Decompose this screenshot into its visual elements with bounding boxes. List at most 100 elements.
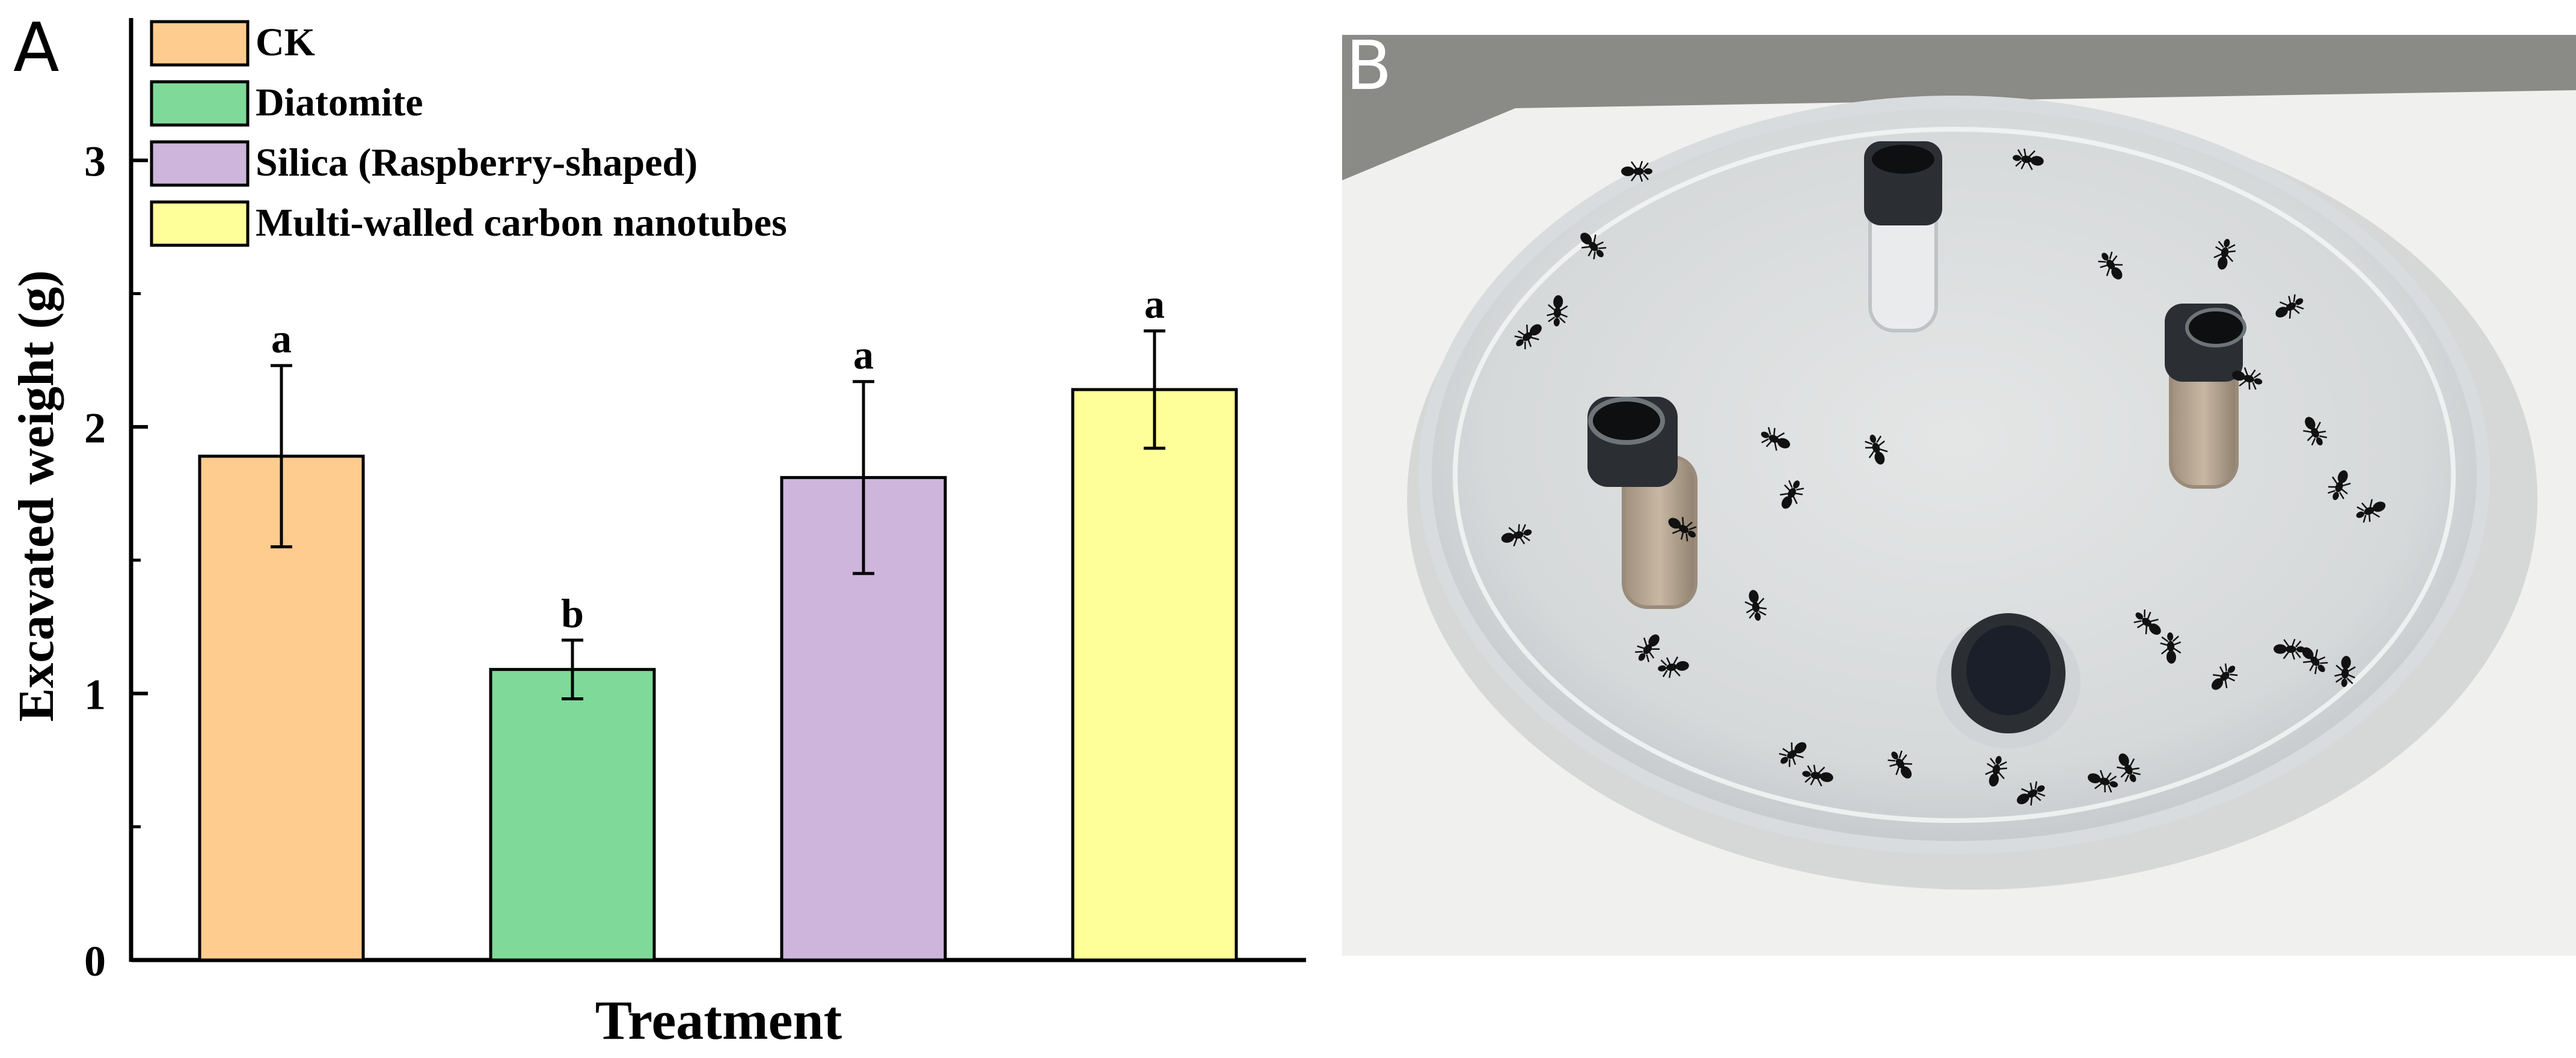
ant: [2017, 781, 2046, 806]
ant-head: [1644, 168, 1652, 174]
ant-legs: [2098, 251, 2123, 277]
ant-body: [1768, 435, 1779, 443]
tube-bottom-opening: [1966, 625, 2050, 715]
ant-body: [1992, 764, 2001, 775]
ant-head: [2037, 785, 2045, 792]
bar: [1071, 388, 1238, 962]
ant-body: [2286, 645, 2296, 653]
ant-legs: [1581, 234, 1607, 260]
ant-legs: [2303, 421, 2327, 446]
ant-head: [2332, 492, 2339, 500]
ant-body: [1513, 531, 1524, 539]
ant-head: [2013, 154, 2022, 161]
panel-a-letter: A: [13, 9, 60, 87]
bars: [198, 388, 1238, 962]
ant: [1514, 324, 1542, 349]
ant-head: [1638, 653, 1646, 661]
ant-abdomen: [2017, 794, 2029, 804]
ant-head: [2228, 665, 2236, 673]
ant-head: [1780, 757, 1788, 764]
ant-head: [2317, 664, 2325, 673]
ant-abdomen: [2088, 773, 2101, 784]
ant-legs: [1514, 324, 1539, 349]
legend-swatch: [150, 20, 250, 67]
ant-abdomen: [1553, 295, 1563, 309]
ant-body: [2167, 641, 2175, 652]
ant-abdomen: [2337, 470, 2348, 483]
ant-legs: [2094, 769, 2117, 793]
legend-swatch: [150, 200, 250, 247]
ant: [2211, 663, 2238, 690]
ant: [2334, 656, 2356, 687]
ant-abdomen: [1648, 634, 1660, 647]
ant-abdomen: [1501, 533, 1515, 543]
ant-abdomen: [1989, 773, 1999, 787]
ant-legs: [1660, 656, 1681, 678]
ant-body: [1666, 663, 1677, 671]
tube-right: [2165, 304, 2246, 489]
ant: [1865, 435, 1888, 465]
ant-abdomen: [2148, 623, 2161, 635]
ant: [2231, 367, 2263, 390]
ant-head: [2224, 239, 2230, 248]
ant-abdomen: [1668, 518, 1681, 529]
ant-legs: [1865, 435, 1888, 459]
y-ticks: 0 1 2 3: [84, 138, 148, 985]
ant: [1761, 427, 1791, 451]
ant-body: [2099, 777, 2110, 786]
legend-label: Silica (Raspberry-shaped): [256, 141, 698, 185]
ant-head: [1688, 530, 1696, 538]
legend-label: Multi-walled carbon nanotubes: [256, 201, 787, 245]
ant-body: [2310, 656, 2320, 666]
ant-body: [2341, 668, 2349, 679]
ant: [2327, 470, 2351, 500]
tube-left: [1587, 397, 1697, 609]
legend-swatch: [150, 80, 250, 127]
ant-head: [1658, 665, 1667, 671]
ant: [2302, 647, 2328, 674]
ant: [1580, 233, 1607, 260]
ant-abdomen: [1901, 766, 1912, 779]
petri-dish-inner-rim: [1453, 127, 2456, 823]
ant-abdomen: [2111, 267, 2123, 280]
legend: CK Diatomite Silica (Raspberry-shaped) Mult…: [150, 20, 787, 247]
panel-a-bar-chart: A 0 1 2 3 Excavated weight (g) Treatment a b…: [8, 9, 1306, 1051]
tube-left-opening: [1588, 397, 1665, 445]
ant-head: [2109, 781, 2118, 787]
y-axis-label: Excavated weight (g): [8, 270, 64, 721]
ant-body: [2364, 507, 2375, 515]
ant-legs: [1744, 598, 1767, 619]
ant-legs: [2357, 499, 2380, 523]
ant-abdomen: [1621, 167, 1634, 176]
ant-legs: [2239, 367, 2261, 390]
legend-swatch: [150, 140, 250, 187]
ant-legs: [2015, 148, 2036, 171]
ant-body: [2243, 375, 2254, 383]
y-tick-label: 1: [84, 671, 106, 719]
ant-legs: [1630, 161, 1649, 182]
ant-abdomen: [1777, 438, 1791, 448]
tube-top: [1864, 141, 1942, 332]
ant-abdomen: [2211, 678, 2224, 690]
ant-abdomen: [2305, 417, 2316, 430]
ant-legs: [2302, 649, 2328, 674]
ant-head: [2341, 678, 2348, 687]
ant-abdomen: [2274, 644, 2287, 654]
ant-abdomen: [2231, 370, 2245, 381]
ant-body: [1633, 168, 1644, 175]
ant-head: [2129, 774, 2136, 783]
ant-abdomen: [1874, 451, 1885, 465]
ant-legs: [1508, 524, 1530, 547]
ant-head: [1802, 771, 1811, 777]
ant-legs: [2133, 609, 2159, 635]
ant-head: [2295, 298, 2304, 305]
significance-label: a: [271, 316, 292, 361]
y-tick-label: 3: [84, 138, 106, 186]
tube-right-opening: [2185, 308, 2246, 347]
ant-body: [2221, 247, 2229, 258]
ant-abdomen: [1781, 496, 1792, 509]
panel-b-letter: B: [1346, 27, 1392, 105]
ant: [2098, 251, 2123, 280]
ant-body: [1553, 307, 1562, 318]
ant: [1621, 161, 1652, 182]
